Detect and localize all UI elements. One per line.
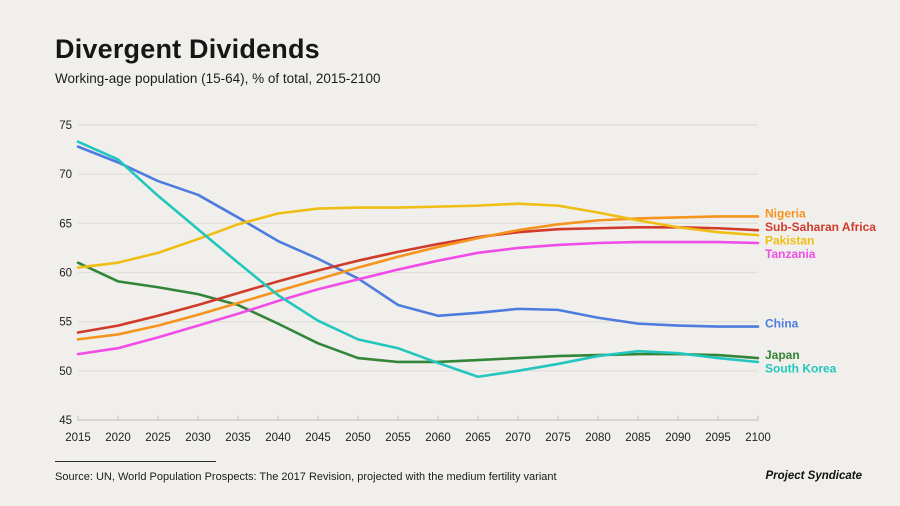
- page-title: Divergent Dividends: [55, 34, 320, 64]
- x-tick-label: 2055: [385, 432, 411, 444]
- y-tick-label: 50: [59, 366, 72, 378]
- x-tick-label: 2065: [465, 432, 491, 444]
- x-tick-label: 2060: [425, 432, 451, 444]
- x-tick-label: 2040: [265, 432, 291, 444]
- y-tick-label: 75: [59, 120, 72, 132]
- y-tick-label: 65: [59, 218, 72, 230]
- x-tick-label: 2070: [505, 432, 531, 444]
- y-tick-label: 45: [59, 415, 72, 427]
- series-label-tanzania: Tanzania: [765, 247, 816, 261]
- series-label-pakistan: Pakistan: [765, 234, 814, 248]
- line-chart: 45 50 55 60 65 70 75 2015 2020 2025 2030 2035 2040 20…: [59, 120, 876, 444]
- series-label-south-korea: South Korea: [765, 362, 837, 376]
- series-line-sub-saharan-africa: [76, 225, 760, 334]
- x-tick-label: 2050: [345, 432, 371, 444]
- y-tick-label: 70: [59, 169, 72, 181]
- brand-logo: Project Syndicate: [765, 470, 862, 482]
- x-tick-label: 2100: [745, 432, 771, 444]
- series-line-south-korea: [76, 140, 760, 379]
- x-tick-label: 2015: [65, 432, 91, 444]
- y-tick-label: 60: [59, 268, 72, 280]
- x-tick-label: 2030: [185, 432, 211, 444]
- series-label-nigeria: Nigeria: [765, 206, 806, 220]
- x-tick-label: 2085: [625, 432, 651, 444]
- series-line-tanzania: [76, 240, 760, 356]
- y-tick-label: 55: [59, 317, 72, 329]
- series-label-sub-saharan-africa: Sub-Saharan Africa: [765, 220, 876, 234]
- x-tick-label: 2080: [585, 432, 611, 444]
- x-tick-label: 2095: [705, 432, 731, 444]
- x-tick-label: 2090: [665, 432, 691, 444]
- x-tick-label: 2045: [305, 432, 331, 444]
- x-tick-label: 2075: [545, 432, 571, 444]
- page-subtitle: Working-age population (15-64), % of tot…: [55, 71, 381, 86]
- x-tick-label: 2025: [145, 432, 171, 444]
- series-line-china: [76, 145, 760, 328]
- series-label-china: China: [765, 317, 799, 331]
- x-tick-label: 2020: [105, 432, 131, 444]
- source-note: Source: UN, World Population Prospects: …: [55, 471, 557, 483]
- footer-divider: [55, 461, 216, 462]
- series-label-japan: Japan: [765, 348, 800, 362]
- series-line-nigeria: [76, 215, 760, 341]
- series-line-japan: [76, 261, 760, 364]
- x-tick-label: 2035: [225, 432, 251, 444]
- series-line-pakistan: [76, 202, 760, 269]
